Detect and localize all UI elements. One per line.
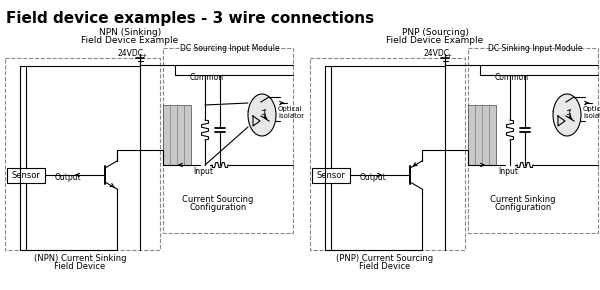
- Ellipse shape: [248, 94, 276, 136]
- Text: Optical: Optical: [278, 106, 302, 112]
- Text: Configuration: Configuration: [494, 203, 551, 212]
- Text: Field device examples - 3 wire connections: Field device examples - 3 wire connectio…: [6, 11, 374, 26]
- Text: Current Sinking: Current Sinking: [490, 195, 556, 204]
- Text: Field Device: Field Device: [359, 262, 410, 271]
- Bar: [310, 58, 465, 250]
- Text: -: -: [446, 62, 449, 68]
- Bar: [312, 168, 350, 183]
- Text: DC Sinking Input Module: DC Sinking Input Module: [488, 44, 582, 53]
- Text: Sensor: Sensor: [11, 171, 40, 180]
- Text: Common: Common: [495, 73, 529, 82]
- Text: (NPN) Current Sinking: (NPN) Current Sinking: [34, 254, 126, 263]
- Text: Field Device Example: Field Device Example: [386, 36, 484, 45]
- Text: 24VDC: 24VDC: [118, 49, 144, 58]
- Text: Configuration: Configuration: [190, 203, 247, 212]
- Text: Common: Common: [190, 73, 224, 82]
- Text: Input: Input: [498, 167, 518, 176]
- Bar: [468, 105, 496, 165]
- Text: Current Sourcing: Current Sourcing: [182, 195, 254, 204]
- Bar: [163, 48, 293, 233]
- Text: Field Device: Field Device: [55, 262, 106, 271]
- Bar: [163, 105, 191, 165]
- Text: NPN (Sinking): NPN (Sinking): [99, 28, 161, 37]
- Text: -: -: [141, 62, 143, 68]
- Text: +: +: [446, 53, 451, 58]
- Text: Isolator: Isolator: [583, 113, 600, 119]
- Text: 24VDC: 24VDC: [423, 49, 449, 58]
- Text: (PNP) Current Sourcing: (PNP) Current Sourcing: [337, 254, 434, 263]
- Text: Output: Output: [359, 173, 386, 182]
- Text: Optical: Optical: [583, 106, 600, 112]
- Text: Field Device Example: Field Device Example: [82, 36, 179, 45]
- Text: DC Sourcing Input Module: DC Sourcing Input Module: [180, 44, 280, 53]
- Text: Input: Input: [193, 167, 213, 176]
- Bar: [468, 48, 598, 233]
- Text: Isolator: Isolator: [278, 113, 304, 119]
- Bar: [5, 58, 160, 250]
- Text: Sensor: Sensor: [317, 171, 346, 180]
- Text: PNP (Sourcing): PNP (Sourcing): [401, 28, 469, 37]
- Ellipse shape: [553, 94, 581, 136]
- Text: Output: Output: [55, 173, 82, 182]
- Bar: [7, 168, 45, 183]
- Text: +: +: [141, 53, 146, 58]
